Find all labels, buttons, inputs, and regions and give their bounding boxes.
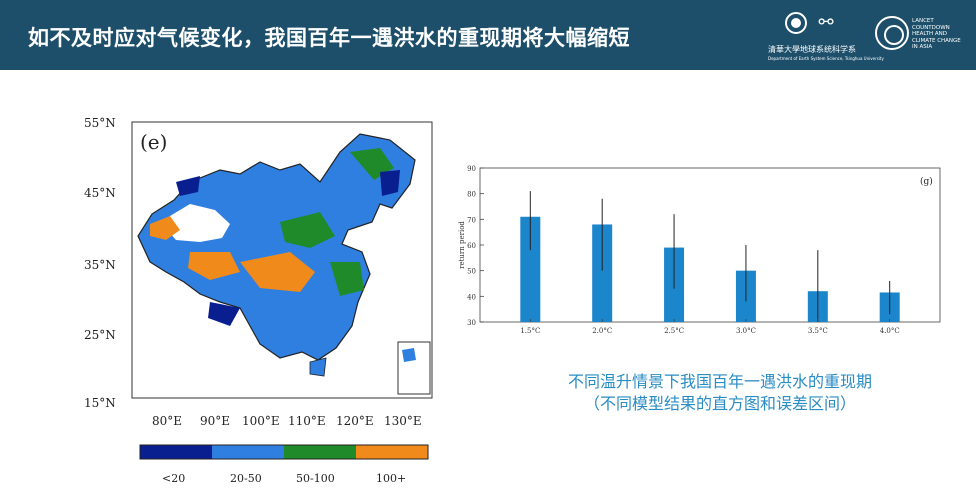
legend-label-50-100: 50-100 [296, 472, 335, 485]
y-tick-label: 40 [467, 293, 476, 301]
map-patch-orange-2 [240, 252, 315, 292]
x-tick-label: 1.5°C [520, 327, 540, 335]
y-axis-label: return period [458, 221, 466, 269]
x-tick-label: 3.5°C [808, 327, 828, 335]
map-patch-navy-2 [208, 302, 240, 326]
y-tick-label: 70 [467, 216, 476, 224]
x-tick-label: 4.0°C [880, 327, 900, 335]
map-patch-green-2 [330, 262, 364, 296]
lat-label-15: 15°N [84, 396, 116, 410]
y-tick-label: 50 [467, 268, 476, 276]
lat-label-45: 45°N [84, 186, 116, 200]
y-tick-label: 30 [467, 319, 476, 327]
legend-label-100plus: 100+ [376, 472, 407, 485]
chart-caption-line2: （不同模型结果的直方图和误差区间） [583, 394, 856, 413]
map-patch-green [280, 212, 335, 248]
slide-title: 如不及时应对气候变化，我国百年一遇洪水的重现期将大幅缩短 [28, 26, 630, 50]
legend-swatch-100plus [356, 445, 428, 459]
inset-landmass [402, 348, 416, 362]
legend-label-lt20: <20 [162, 472, 186, 485]
china-landmass [137, 133, 416, 361]
map-patch-navy-3 [380, 170, 400, 196]
lancet-countdown-text: LANCET COUNTDOWN HEALTH AND CLIMATE CHAN… [912, 18, 961, 50]
logo-area: ⚯ 清華大學地球系统科学系 Department of Earth System… [760, 8, 970, 64]
legend-label-20-50: 20-50 [230, 472, 262, 485]
bar-2.0°C [592, 224, 613, 322]
lon-label-80: 80°E [152, 414, 183, 428]
x-tick-label: 3.0°C [736, 327, 756, 335]
university-seal-icon [785, 12, 807, 34]
map-patch-orange [150, 216, 180, 240]
y-tick-label: 80 [467, 191, 476, 199]
lon-label-100: 100°E [242, 414, 280, 428]
department-logo-icon: ⚯ [818, 12, 834, 33]
flood-return-period-map: (e) 55°N 45°N 35°N 25°N 15°N 80°E 90°E 1… [80, 112, 450, 492]
chart-caption-line1: 不同温升情景下我国百年一遇洪水的重现期 [567, 372, 872, 391]
legend-swatch-20-50 [212, 445, 284, 459]
bar-1.5°C [520, 216, 541, 322]
y-tick-label: 60 [467, 242, 476, 250]
map-patch-white [160, 204, 230, 242]
lon-label-120: 120°E [336, 414, 374, 428]
slide-header: 如不及时应对气候变化，我国百年一遇洪水的重现期将大幅缩短 ⚯ 清華大學地球系统科… [0, 0, 976, 70]
lon-label-130: 130°E [384, 414, 422, 428]
bar-chart-svg: 30 40 50 60 70 80 90 return period (g) 1.5°C 2.0°C… [458, 165, 941, 335]
department-subtitle: Department of Earth System Science, Tsin… [768, 56, 884, 61]
lancet-countdown-logo-icon [875, 16, 909, 50]
lat-label-35: 35°N [84, 258, 116, 272]
y-tick-label: 90 [467, 165, 476, 173]
legend-swatch-50-100 [284, 445, 356, 459]
hainan-island [309, 357, 327, 377]
chart-panel-label: (g) [920, 176, 933, 187]
return-period-bar-chart: 30 40 50 60 70 80 90 return period (g) 1.5°C 2.0°C… [450, 160, 946, 340]
lat-label-25: 25°N [84, 328, 116, 342]
map-svg [131, 121, 433, 460]
map-patch-navy [176, 176, 200, 196]
lon-label-110: 110°E [288, 414, 326, 428]
map-patch-orange-3 [188, 252, 240, 280]
legend-frame [139, 444, 429, 460]
chart-plot-frame [479, 167, 941, 323]
map-panel-label: (e) [140, 130, 168, 154]
lat-label-55: 55°N [84, 116, 116, 130]
legend-swatch-lt20 [140, 445, 212, 459]
lon-label-90: 90°E [200, 414, 231, 428]
department-name: 清華大學地球系统科学系 [768, 45, 856, 54]
x-tick-label: 2.0°C [592, 327, 612, 335]
x-tick-label: 2.5°C [664, 327, 684, 335]
